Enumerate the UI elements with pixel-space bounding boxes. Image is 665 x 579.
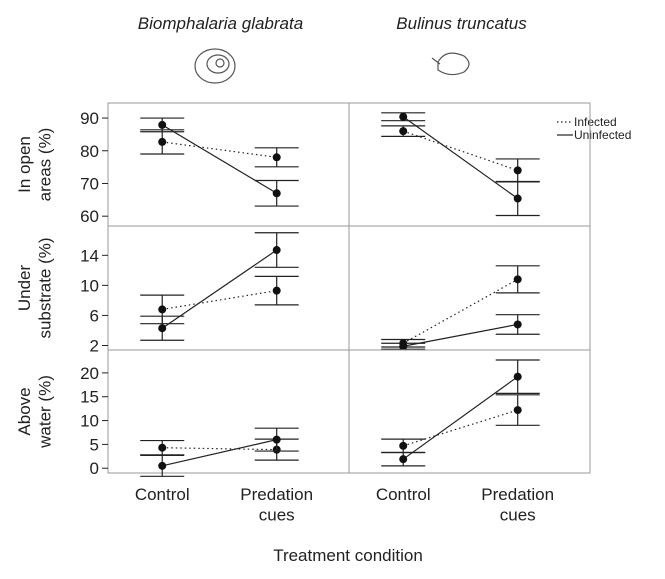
data-point	[399, 127, 408, 136]
data-point	[158, 137, 167, 146]
series-line	[162, 439, 277, 467]
series-line	[162, 447, 277, 451]
y-tick-label: 2	[90, 336, 99, 355]
y-axis-label-line: water (%)	[35, 375, 54, 449]
data-point	[158, 461, 167, 470]
y-tick-label: 15	[80, 388, 99, 407]
legend-label: Uninfected	[574, 128, 631, 142]
data-point	[399, 342, 408, 351]
data-point	[513, 406, 522, 415]
series-line	[403, 409, 518, 447]
data-point	[158, 324, 167, 333]
data-point	[513, 372, 522, 381]
y-axis-label: Abovewater (%)	[15, 375, 54, 449]
x-axis-label: Treatment condition	[273, 546, 423, 565]
y-tick-label: 0	[90, 459, 99, 478]
y-axis-label: Undersubstrate (%)	[15, 237, 54, 338]
snail-icon	[431, 52, 470, 76]
y-tick-label: 6	[90, 306, 99, 325]
series-line	[161, 124, 278, 194]
data-point	[513, 166, 522, 175]
series-line	[162, 290, 277, 311]
series-line	[161, 249, 278, 329]
series-line	[403, 130, 518, 171]
data-point	[272, 286, 281, 295]
series-line	[162, 141, 277, 158]
legend-label: Infected	[574, 115, 617, 129]
y-tick-label: 14	[80, 246, 99, 265]
y-tick-label: 70	[80, 174, 99, 193]
series-line	[402, 278, 518, 344]
x-tick-label: Control	[376, 485, 431, 504]
data-point	[399, 455, 408, 464]
y-axis-label-line: Above	[15, 387, 34, 435]
series-line	[403, 323, 518, 347]
x-tick-label: Predation cues	[481, 485, 554, 524]
y-tick-label: 80	[80, 142, 99, 161]
series-line	[402, 376, 519, 460]
y-tick-label: 10	[80, 412, 99, 431]
y-tick-label: 60	[80, 207, 99, 226]
data-point	[399, 441, 408, 450]
y-tick-label: 5	[90, 435, 99, 454]
series-line	[402, 116, 519, 200]
data-point	[158, 305, 167, 314]
data-point	[513, 275, 522, 284]
data-point	[272, 153, 281, 162]
data-point	[272, 189, 281, 198]
data-point	[158, 443, 167, 452]
y-axis-label-line: In open	[15, 136, 34, 193]
data-point	[513, 320, 522, 329]
y-axis-label-line: Under	[15, 265, 34, 312]
data-point	[513, 194, 522, 203]
y-tick-label: 10	[80, 276, 99, 295]
data-point	[399, 112, 408, 121]
snail-icon	[194, 48, 236, 84]
data-point	[272, 246, 281, 255]
y-axis-label-line: substrate (%)	[35, 237, 54, 338]
data-point	[158, 120, 167, 129]
y-axis-label: In openareas (%)	[15, 128, 54, 202]
data-point	[272, 435, 281, 444]
x-tick-label: Predation cues	[240, 485, 313, 524]
y-tick-label: 20	[80, 364, 99, 383]
column-title: Bulinus truncatus	[396, 14, 527, 33]
y-axis-label-line: areas (%)	[35, 128, 54, 202]
y-tick-label: 90	[80, 109, 99, 128]
column-title: Biomphalaria glabrata	[138, 14, 303, 33]
x-tick-label: Control	[135, 485, 190, 504]
